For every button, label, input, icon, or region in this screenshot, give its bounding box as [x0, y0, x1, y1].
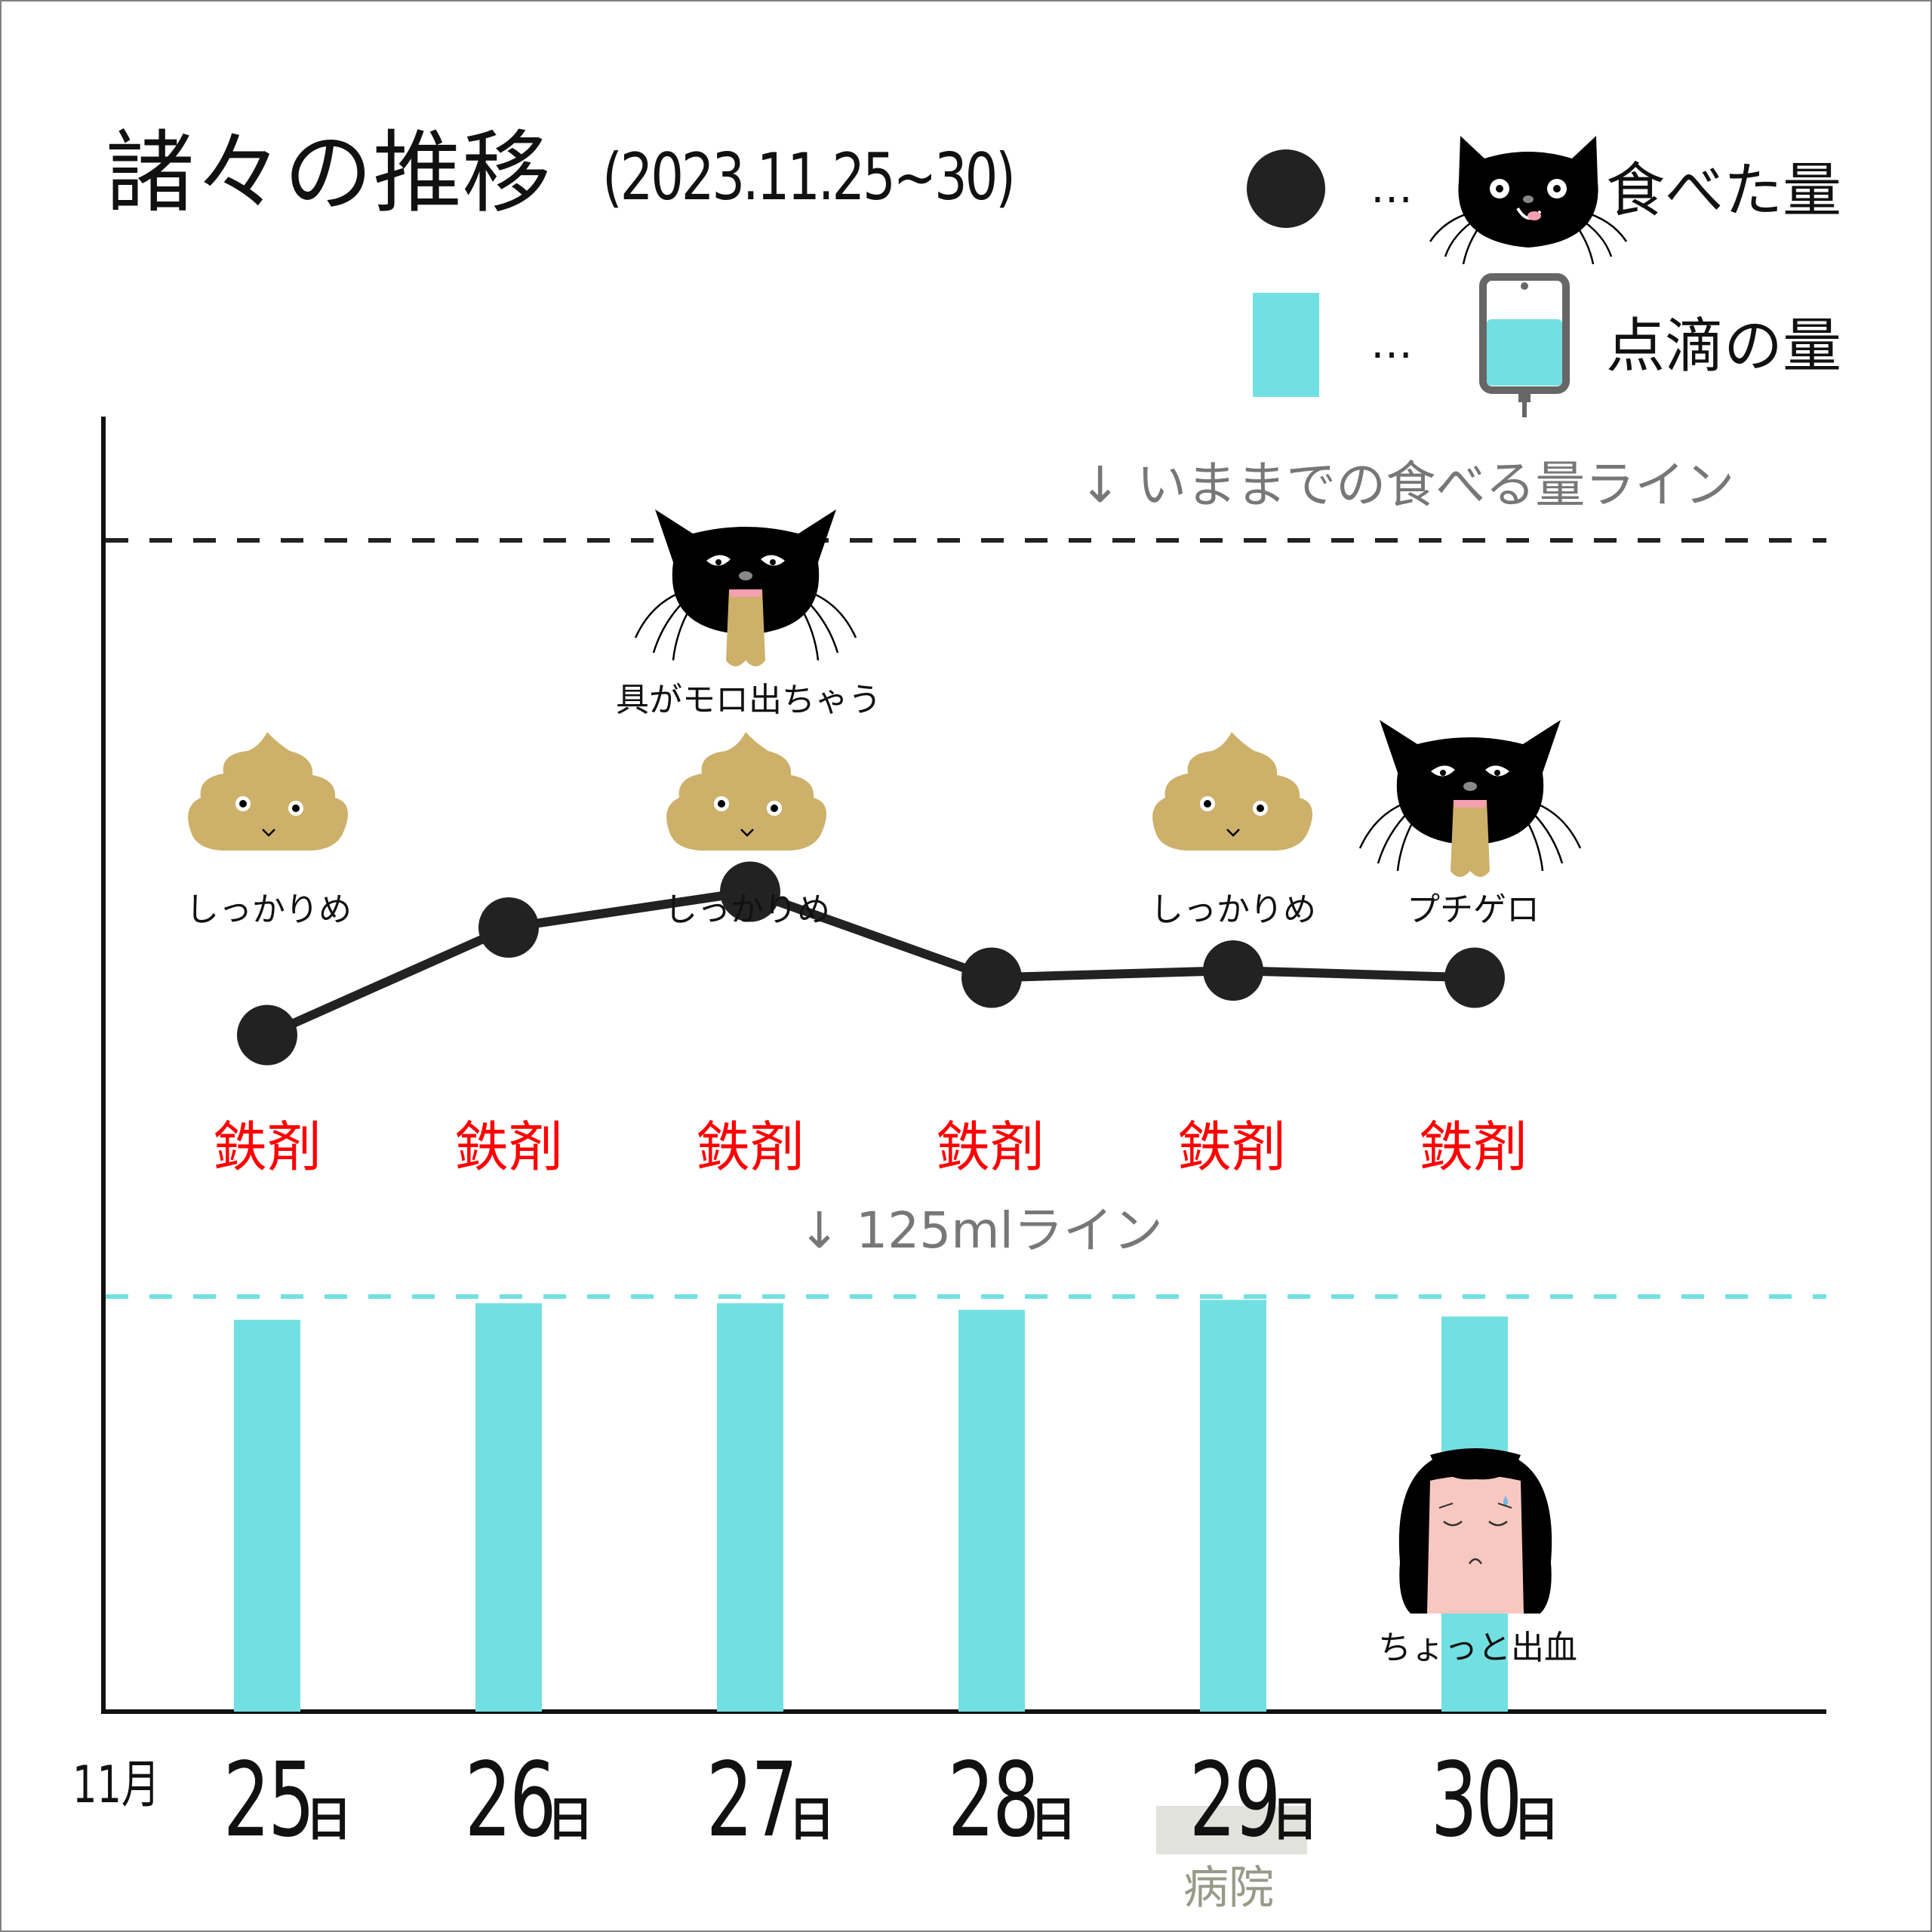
poop-label: しっかりめ [1150, 891, 1316, 929]
food-point [478, 897, 539, 958]
x-tick-day: 29 [1189, 1741, 1281, 1860]
drip-bars [234, 1300, 1508, 1712]
x-tick-day: 25 [223, 1741, 315, 1860]
drip-bar [475, 1303, 542, 1712]
iv-bag-icon [1479, 273, 1570, 417]
licking-cat-icon [1429, 136, 1628, 265]
page-title: 諸々の推移 [106, 121, 552, 225]
iron-label: 鉄剤 [212, 1115, 322, 1179]
food-point [1444, 947, 1505, 1008]
legend-drip-bar [1253, 293, 1319, 397]
poop-label: しっかりめ [664, 891, 830, 929]
page-subtitle: (2023.11.25~30) [602, 140, 1016, 215]
drip-line-label: ↓ 125mlライン [798, 1201, 1163, 1260]
x-tick-label: 25日 [218, 1749, 352, 1855]
iron-label: 鉄剤 [935, 1115, 1045, 1179]
legend-food-dot [1247, 149, 1325, 228]
iron-label: 鉄剤 [454, 1115, 564, 1179]
food-point [1203, 940, 1263, 1001]
hospital-label: 病院 [1183, 1862, 1274, 1915]
x-tick-day: 27 [706, 1741, 798, 1860]
legend-food-label: 食べた量 [1606, 157, 1842, 225]
x-tick-label: 30日 [1426, 1741, 1560, 1860]
drip-bar [234, 1319, 300, 1712]
legend-ellipsis: … [1371, 319, 1413, 368]
iron-label: 鉄剤 [695, 1115, 805, 1179]
iron-label: 鉄剤 [1418, 1115, 1528, 1179]
vomit-big-label: 具がモロ出ちゃう [616, 681, 881, 719]
x-tick-unit: 日 [788, 1792, 835, 1847]
bleeding-label: ちょっと出血 [1378, 1629, 1577, 1667]
food-line-layer [237, 861, 1505, 1066]
drip-bar [717, 1303, 783, 1712]
drip-bar [958, 1309, 1025, 1712]
x-tick-day: 28 [947, 1741, 1040, 1860]
food-point [237, 1004, 297, 1066]
drip-bar [1200, 1300, 1266, 1712]
x-tick-label: 28日 [943, 1741, 1077, 1860]
x-tick-unit: 日 [546, 1792, 594, 1847]
food-line [265, 887, 1475, 1039]
x-tick-unit: 日 [1512, 1792, 1560, 1847]
hospital-highlight [1156, 1806, 1307, 1854]
poop-icon [666, 732, 827, 851]
worried-person-icon [1398, 1448, 1552, 1614]
month-label: 11月 [72, 1755, 160, 1815]
vomit-small-label: プチゲロ [1407, 891, 1540, 929]
food-line-label: ↓ いままでの食べる量ライン [1079, 456, 1735, 514]
food-point [720, 861, 780, 922]
x-tick-label: 26日 [460, 1741, 594, 1860]
vomiting-cat-icon [1358, 720, 1582, 877]
vomiting-cat-icon [634, 509, 857, 666]
poop-label: しっかりめ [186, 891, 352, 929]
iron-label: 鉄剤 [1177, 1115, 1287, 1179]
x-tick-unit: 日 [1271, 1792, 1318, 1847]
x-tick-label: 27日 [701, 1749, 835, 1855]
x-tick-day: 26 [464, 1741, 557, 1860]
x-tick-day: 30 [1430, 1741, 1523, 1860]
poop-icon [188, 732, 349, 851]
legend-drip-label: 点滴の量 [1606, 312, 1842, 380]
x-tick-unit: 日 [305, 1792, 352, 1847]
poop-icon [1152, 732, 1313, 851]
food-point [961, 947, 1022, 1008]
x-tick-label: 29日 [1184, 1749, 1318, 1855]
legend-ellipsis: … [1371, 164, 1413, 213]
x-tick-unit: 日 [1029, 1792, 1077, 1847]
